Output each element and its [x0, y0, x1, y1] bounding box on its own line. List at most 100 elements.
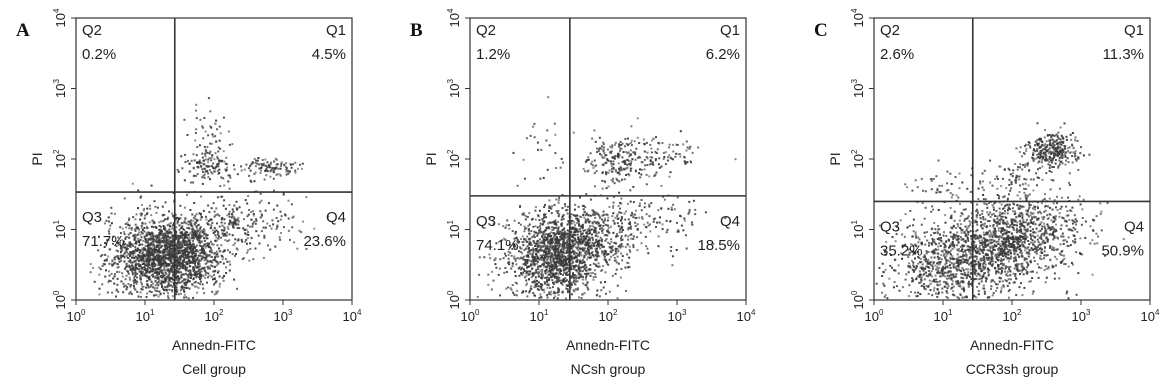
data-point: [135, 234, 138, 237]
data-point: [129, 268, 132, 271]
data-point: [207, 172, 210, 175]
data-point: [194, 247, 196, 250]
data-point: [602, 265, 604, 267]
data-point: [563, 238, 566, 241]
data-point: [140, 214, 143, 217]
data-point: [521, 252, 524, 255]
data-point: [679, 155, 682, 158]
data-point: [557, 232, 560, 235]
data-point: [553, 227, 555, 229]
data-point: [574, 251, 577, 254]
data-point: [648, 215, 651, 218]
data-point: [129, 266, 131, 269]
data-point: [556, 237, 559, 240]
data-point: [628, 256, 631, 259]
data-point: [155, 268, 158, 271]
data-point: [170, 281, 173, 284]
data-point: [186, 134, 189, 136]
data-point: [212, 278, 214, 281]
data-point: [629, 149, 632, 152]
data-point: [532, 272, 535, 275]
data-point: [126, 221, 129, 224]
data-point: [573, 253, 576, 256]
data-point: [224, 239, 227, 241]
data-point: [133, 250, 136, 253]
data-point: [561, 229, 564, 232]
data-point: [644, 202, 646, 205]
data-point: [220, 160, 223, 163]
data-point: [545, 280, 548, 283]
data-point: [539, 229, 542, 232]
data-point: [184, 236, 187, 239]
data-point: [523, 238, 526, 240]
data-point: [574, 239, 577, 242]
data-point: [602, 150, 605, 153]
data-point: [574, 288, 577, 291]
data-point: [192, 228, 195, 231]
data-point: [225, 234, 228, 237]
data-point: [186, 286, 189, 289]
data-point: [579, 275, 582, 278]
data-point: [171, 290, 174, 293]
data-point: [583, 261, 586, 264]
y-tick-label: 101: [446, 219, 462, 238]
data-point: [235, 223, 237, 226]
tick-exponent: 3: [52, 78, 61, 83]
data-point: [216, 290, 219, 293]
data-point: [291, 226, 294, 229]
data-point: [634, 152, 637, 155]
data-point: [131, 264, 134, 267]
data-point: [549, 276, 552, 279]
data-point: [200, 268, 203, 271]
data-point: [554, 266, 557, 269]
data-point: [302, 220, 304, 223]
data-point: [116, 283, 119, 286]
data-point: [587, 230, 590, 232]
data-point: [520, 256, 523, 259]
data-point: [538, 232, 541, 234]
data-point: [650, 202, 653, 205]
y-tick-label: 101: [52, 219, 68, 238]
data-point: [279, 174, 282, 177]
tick-base: 10: [530, 309, 544, 324]
data-point: [104, 222, 106, 225]
data-point: [567, 289, 570, 292]
data-point: [616, 179, 619, 182]
data-point: [232, 210, 235, 213]
data-point: [543, 288, 546, 291]
data-point: [282, 193, 285, 196]
data-point: [632, 216, 635, 219]
data-point: [157, 239, 160, 242]
data-point: [575, 277, 578, 280]
data-point: [289, 238, 291, 241]
data-point: [202, 174, 205, 177]
data-point: [149, 257, 152, 260]
data-point: [184, 239, 187, 242]
data-point: [604, 239, 607, 242]
data-point: [519, 247, 522, 250]
data-point: [591, 254, 594, 257]
data-point: [609, 151, 612, 154]
data-point: [294, 169, 297, 172]
data-point: [501, 239, 504, 242]
data-point: [574, 227, 576, 230]
data-point: [139, 267, 142, 270]
data-point: [587, 250, 590, 253]
data-point: [161, 239, 164, 242]
data-point: [601, 171, 604, 174]
data-point: [152, 236, 155, 239]
data-point: [690, 161, 692, 164]
data-point: [588, 227, 591, 230]
data-point: [561, 215, 564, 218]
data-point: [596, 245, 599, 248]
data-point: [655, 171, 658, 174]
data-point: [538, 271, 540, 274]
data-point: [188, 162, 191, 165]
data-point: [172, 279, 175, 281]
data-point: [559, 250, 561, 253]
data-point: [205, 164, 208, 167]
data-point: [162, 234, 165, 237]
data-point: [209, 267, 211, 270]
data-point: [146, 251, 149, 254]
data-point: [285, 170, 288, 173]
